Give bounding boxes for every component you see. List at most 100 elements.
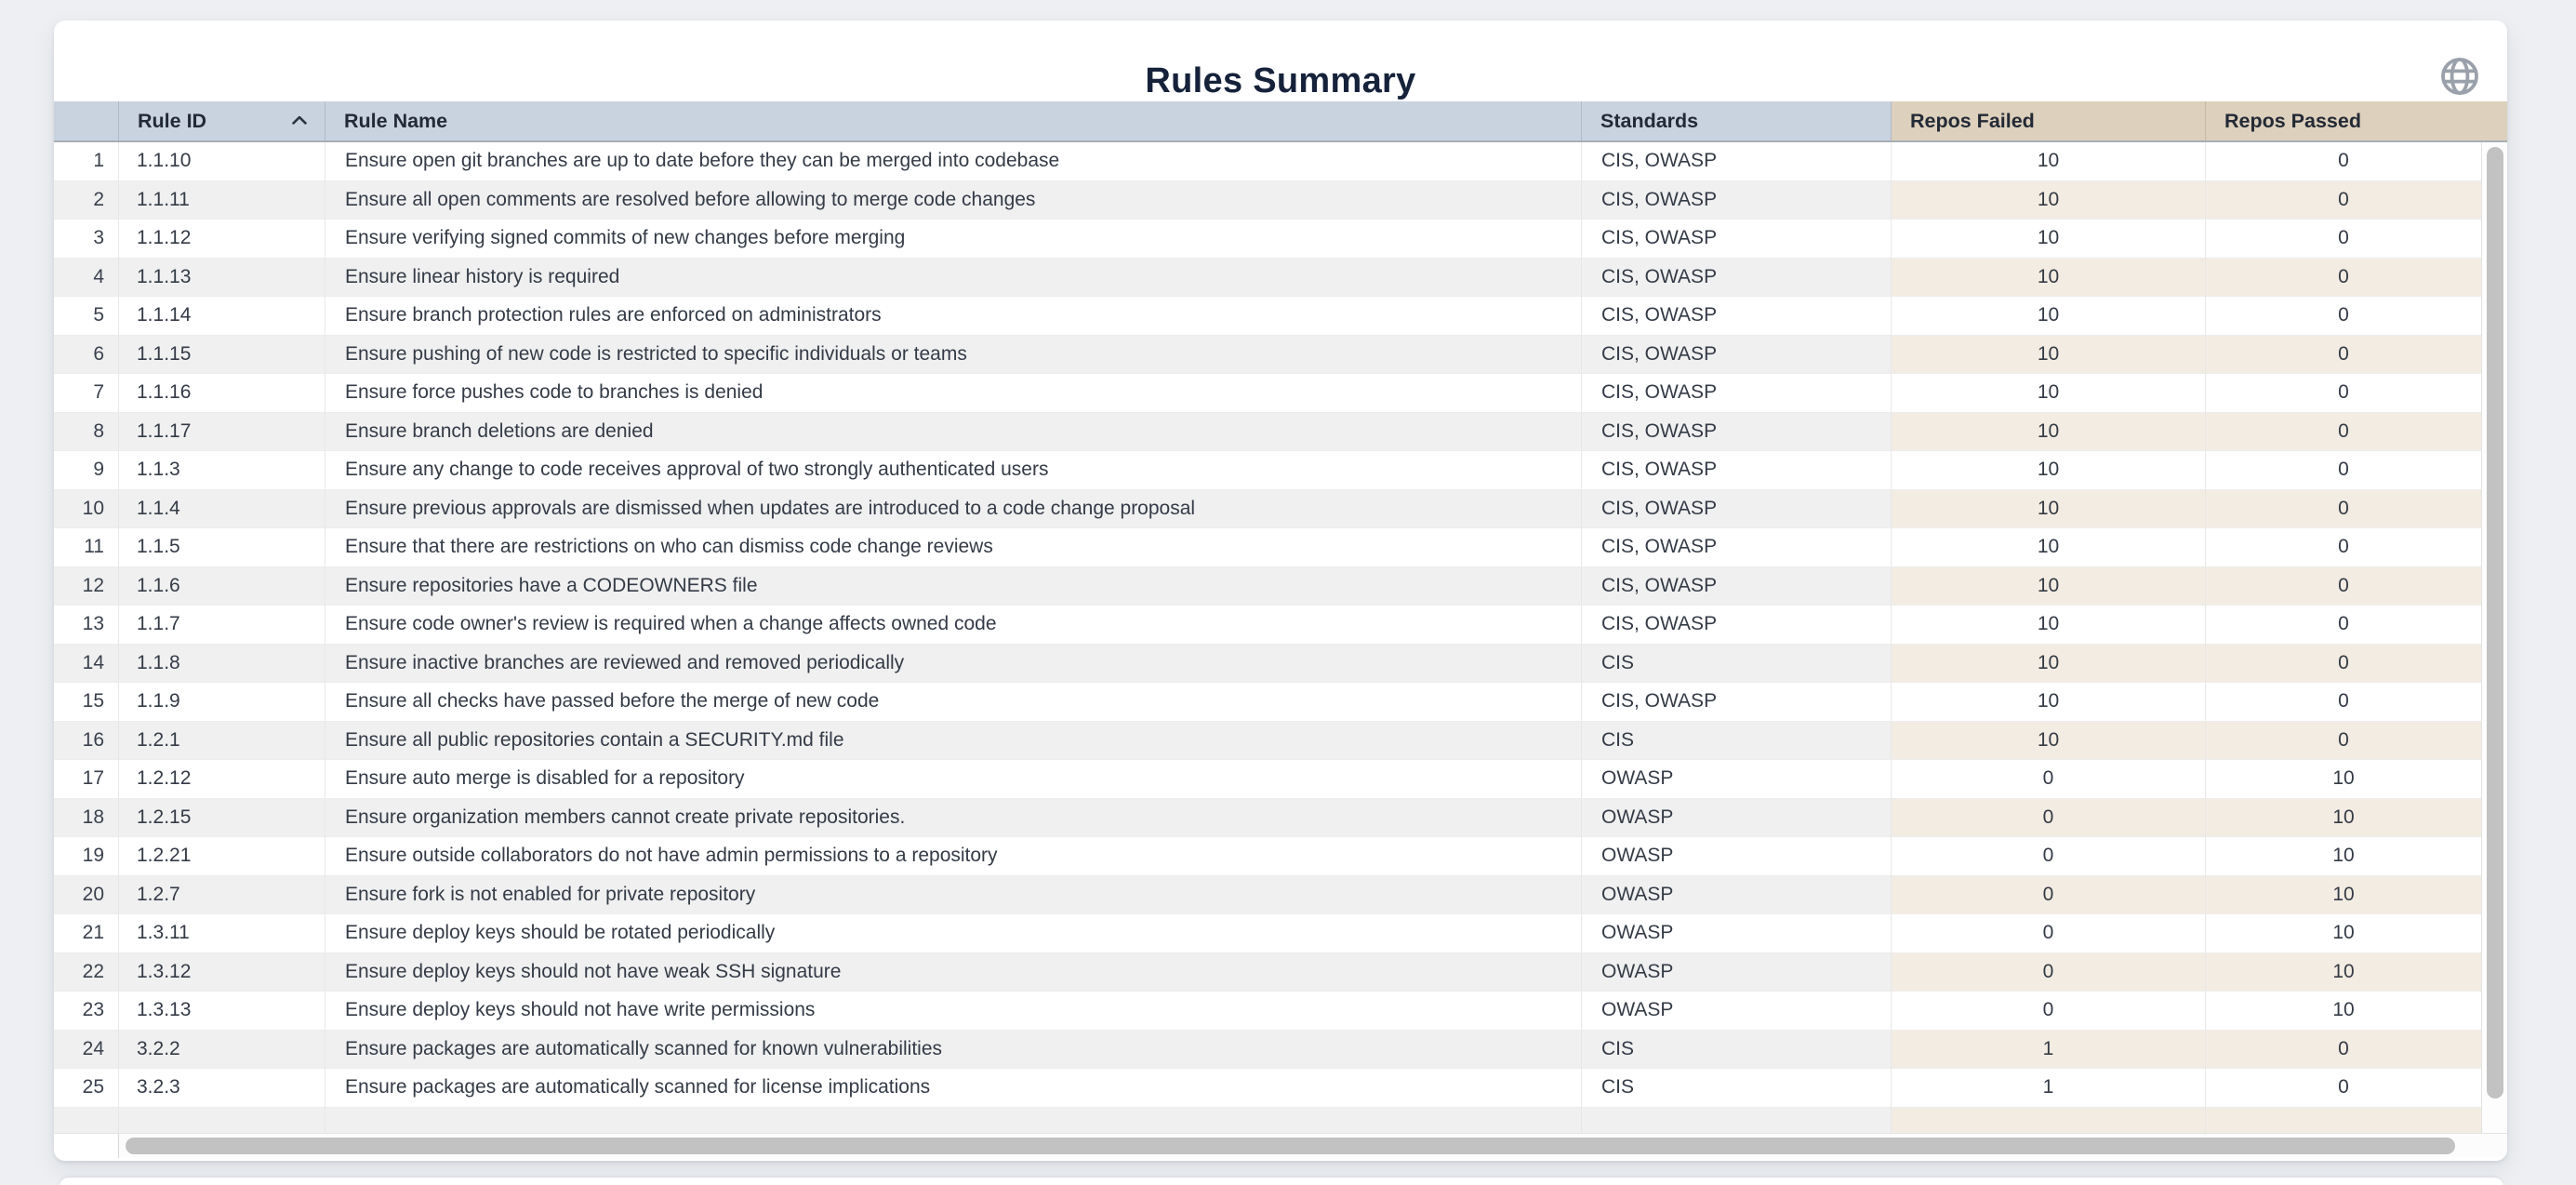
cell-standards[interactable]: CIS	[1582, 644, 1892, 683]
cell-repos-failed[interactable]: 10	[1892, 606, 2206, 645]
cell-repos-failed[interactable]: 0	[1892, 837, 2206, 876]
cell-repos-failed[interactable]: 10	[1892, 528, 2206, 567]
cell-standards[interactable]: CIS, OWASP	[1582, 528, 1892, 567]
table-row[interactable]: 10 1.1.4 Ensure previous approvals are dis…	[54, 489, 2481, 528]
cell-repos-failed[interactable]: 10	[1892, 566, 2206, 606]
table-row[interactable]: 25 3.2.3 Ensure packages are automatically…	[54, 1069, 2481, 1108]
cell-repos-failed[interactable]: 10	[1892, 451, 2206, 490]
cell-standards[interactable]: OWASP	[1582, 914, 1892, 953]
cell-repos-failed[interactable]: 10	[1892, 644, 2206, 683]
cell-rule-id[interactable]: 3.2.2	[119, 1030, 325, 1069]
vertical-scrollbar-thumb[interactable]	[2487, 147, 2503, 1098]
cell-standards[interactable]: OWASP	[1582, 875, 1892, 914]
cell-repos-passed[interactable]: 0	[2206, 1069, 2481, 1108]
cell-rule-id[interactable]: 1.2.7	[119, 875, 325, 914]
cell-rule-name[interactable]: Ensure outside collaborators do not have…	[325, 837, 1582, 876]
cell-rule-id[interactable]: 1.1.9	[119, 683, 325, 722]
table-row[interactable]: 14 1.1.8 Ensure inactive branches are revi…	[54, 644, 2481, 683]
globe-button[interactable]	[2435, 52, 2485, 102]
cell-repos-failed[interactable]: 0	[1892, 760, 2206, 799]
header-repos-failed[interactable]: Repos Failed	[1892, 101, 2206, 140]
cell-repos-failed[interactable]: 1	[1892, 1069, 2206, 1108]
cell-standards[interactable]: OWASP	[1582, 952, 1892, 992]
cell-standards[interactable]: CIS, OWASP	[1582, 606, 1892, 645]
cell-rule-name[interactable]: Ensure fork is not enabled for private r…	[325, 875, 1582, 914]
cell-repos-passed[interactable]: 0	[2206, 528, 2481, 567]
table-row[interactable]: 12 1.1.6 Ensure repositories have a CODEOW…	[54, 566, 2481, 606]
cell-repos-failed[interactable]: 0	[1892, 914, 2206, 953]
cell-rule-name[interactable]: Ensure repositories have a CODEOWNERS fi…	[325, 566, 1582, 606]
cell-standards[interactable]: OWASP	[1582, 798, 1892, 837]
cell-rule-name[interactable]: Ensure branch deletions are denied	[325, 412, 1582, 451]
cell-repos-passed[interactable]: 0	[2206, 1030, 2481, 1069]
table-row[interactable]: 5 1.1.14 Ensure branch protection rules ar…	[54, 297, 2481, 336]
cell-repos-failed[interactable]: 10	[1892, 142, 2206, 181]
cell-rule-id[interactable]: 1.1.7	[119, 606, 325, 645]
header-rule-id[interactable]: Rule ID	[119, 101, 325, 140]
table-row[interactable]: 17 1.2.12 Ensure auto merge is disabled fo…	[54, 760, 2481, 799]
cell-repos-failed[interactable]: 10	[1892, 180, 2206, 220]
cell-rule-id[interactable]: 1.2.21	[119, 837, 325, 876]
cell-rule-name[interactable]: Ensure deploy keys should be rotated per…	[325, 914, 1582, 953]
table-row[interactable]: 19 1.2.21 Ensure outside collaborators do …	[54, 837, 2481, 876]
cell-rule-name[interactable]: Ensure all open comments are resolved be…	[325, 180, 1582, 220]
cell-standards[interactable]: CIS, OWASP	[1582, 142, 1892, 181]
table-row[interactable]: 11 1.1.5 Ensure that there are restriction…	[54, 528, 2481, 567]
cell-rule-name[interactable]: Ensure packages are automatically scanne…	[325, 1030, 1582, 1069]
cell-standards[interactable]: CIS, OWASP	[1582, 180, 1892, 220]
cell-rule-name[interactable]: Ensure packages are automatically scanne…	[325, 1069, 1582, 1108]
cell-rule-id[interactable]: 1.2.1	[119, 721, 325, 760]
cell-repos-passed[interactable]: 0	[2206, 297, 2481, 336]
header-standards[interactable]: Standards	[1582, 101, 1892, 140]
cell-standards[interactable]: CIS, OWASP	[1582, 335, 1892, 374]
table-row[interactable]: 21 1.3.11 Ensure deploy keys should be rot…	[54, 914, 2481, 953]
horizontal-scrollbar-thumb[interactable]	[126, 1138, 2455, 1154]
cell-rule-id[interactable]: 1.2.15	[119, 798, 325, 837]
table-row[interactable]: 3 1.1.12 Ensure verifying signed commits o…	[54, 220, 2481, 259]
cell-standards[interactable]: CIS, OWASP	[1582, 412, 1892, 451]
cell-rule-name[interactable]: Ensure pushing of new code is restricted…	[325, 335, 1582, 374]
cell-repos-failed[interactable]: 10	[1892, 412, 2206, 451]
table-row[interactable]: 8 1.1.17 Ensure branch deletions are denie…	[54, 412, 2481, 451]
table-row[interactable]: 18 1.2.15 Ensure organization members cann…	[54, 798, 2481, 837]
cell-repos-failed[interactable]: 10	[1892, 683, 2206, 722]
cell-repos-passed[interactable]: 0	[2206, 489, 2481, 528]
cell-rule-id[interactable]: 1.3.12	[119, 952, 325, 992]
cell-repos-passed[interactable]: 0	[2206, 644, 2481, 683]
cell-repos-passed[interactable]: 10	[2206, 837, 2481, 876]
cell-rule-id[interactable]: 3.2.3	[119, 1069, 325, 1108]
cell-rule-name[interactable]: Ensure any change to code receives appro…	[325, 451, 1582, 490]
cell-repos-passed[interactable]: 0	[2206, 412, 2481, 451]
table-row[interactable]: 1 1.1.10 Ensure open git branches are up t…	[54, 142, 2481, 181]
cell-rule-name[interactable]: Ensure all checks have passed before the…	[325, 683, 1582, 722]
cell-rule-name[interactable]: Ensure branch protection rules are enfor…	[325, 297, 1582, 336]
table-row[interactable]: 16 1.2.1 Ensure all public repositories co…	[54, 721, 2481, 760]
cell-rule-name[interactable]: Ensure inactive branches are reviewed an…	[325, 644, 1582, 683]
table-row[interactable]: 24 3.2.2 Ensure packages are automatically…	[54, 1030, 2481, 1069]
header-rule-name[interactable]: Rule Name	[325, 101, 1582, 140]
horizontal-scrollbar[interactable]	[54, 1133, 2507, 1158]
cell-rule-id[interactable]: 1.3.11	[119, 914, 325, 953]
cell-repos-passed[interactable]: 10	[2206, 952, 2481, 992]
cell-rule-id[interactable]: 1.1.12	[119, 220, 325, 259]
vertical-scrollbar[interactable]	[2481, 142, 2507, 1133]
cell-repos-passed[interactable]: 0	[2206, 721, 2481, 760]
cell-standards[interactable]: CIS, OWASP	[1582, 374, 1892, 413]
table-row[interactable]: 22 1.3.12 Ensure deploy keys should not ha…	[54, 952, 2481, 992]
cell-repos-passed[interactable]: 10	[2206, 914, 2481, 953]
table-row[interactable]: 20 1.2.7 Ensure fork is not enabled for pr…	[54, 875, 2481, 914]
cell-repos-passed[interactable]: 0	[2206, 180, 2481, 220]
cell-repos-passed[interactable]: 0	[2206, 566, 2481, 606]
cell-rule-id[interactable]: 1.1.6	[119, 566, 325, 606]
cell-rule-name[interactable]: Ensure deploy keys should not have write…	[325, 992, 1582, 1031]
cell-standards[interactable]: OWASP	[1582, 992, 1892, 1031]
cell-rule-name[interactable]: Ensure linear history is required	[325, 258, 1582, 297]
cell-repos-passed[interactable]: 10	[2206, 875, 2481, 914]
cell-rule-id[interactable]: 1.1.17	[119, 412, 325, 451]
cell-standards[interactable]: CIS, OWASP	[1582, 683, 1892, 722]
cell-rule-id[interactable]: 1.1.13	[119, 258, 325, 297]
cell-standards[interactable]: CIS, OWASP	[1582, 220, 1892, 259]
cell-repos-passed[interactable]: 10	[2206, 798, 2481, 837]
cell-rule-id[interactable]: 1.1.11	[119, 180, 325, 220]
cell-standards[interactable]: OWASP	[1582, 760, 1892, 799]
